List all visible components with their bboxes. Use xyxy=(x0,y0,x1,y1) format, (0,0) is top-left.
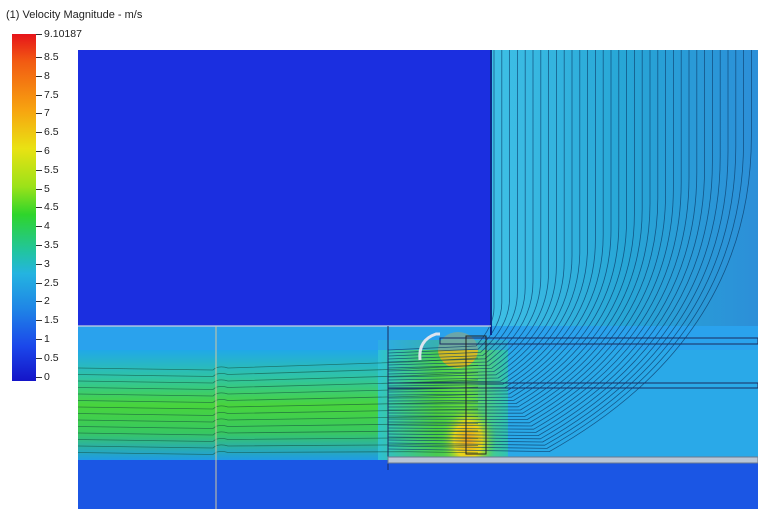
colorbar-tick-label: 0.5 xyxy=(44,352,59,364)
colorbar-max-label: 9.10187 xyxy=(44,28,82,40)
streamline xyxy=(387,50,682,424)
right-column-flow xyxy=(491,50,758,340)
velocity-field-plot xyxy=(78,50,758,509)
colorbar-tick-label: 4 xyxy=(44,220,50,232)
jet-streamline xyxy=(78,394,479,403)
streamline xyxy=(387,50,744,449)
colorbar-tick-label: 2 xyxy=(44,295,50,307)
colorbar-tick xyxy=(36,339,42,340)
streamline xyxy=(387,50,643,408)
jet-streamline xyxy=(78,386,479,397)
colorbar-tick xyxy=(36,57,42,58)
streamline xyxy=(387,50,503,354)
colorbar-tick-label: 2.5 xyxy=(44,277,59,289)
streamlines xyxy=(387,50,752,453)
stagnant-region xyxy=(78,50,491,326)
colorbar-gradient xyxy=(12,34,36,381)
jet-streamline xyxy=(78,357,479,371)
colorbar-tick xyxy=(36,76,42,77)
streamline xyxy=(387,50,627,402)
colorbar-tick xyxy=(36,245,42,246)
colorbar-tick-label: 5.5 xyxy=(44,164,59,176)
inner-pipe-top xyxy=(439,337,758,345)
streamline xyxy=(387,50,698,430)
streamline xyxy=(387,50,612,396)
streamline xyxy=(387,50,604,393)
jet-streamlines xyxy=(78,357,479,455)
colorbar-tick-label: 8 xyxy=(44,70,50,82)
colorbar-tick xyxy=(36,207,42,208)
colorbar-tick-label: 1.5 xyxy=(44,314,59,326)
grid-mesh-block xyxy=(465,335,487,455)
colorbar-tick-label: 3 xyxy=(44,258,50,270)
streamline xyxy=(387,50,549,372)
colorbar-tick xyxy=(36,358,42,359)
jet-streamline xyxy=(78,401,479,410)
streamline xyxy=(387,50,526,363)
streamline xyxy=(387,50,518,360)
colorbar-tick-label: 1 xyxy=(44,333,50,345)
jet-streamline xyxy=(78,437,479,442)
colorbar-tick xyxy=(36,151,42,152)
streamline xyxy=(387,50,635,405)
colorbar-tick xyxy=(36,34,42,35)
colorbar-tick-label: 0 xyxy=(44,371,50,383)
streamline xyxy=(387,50,666,417)
streamline xyxy=(387,50,729,443)
streamline xyxy=(387,50,557,375)
streamline xyxy=(387,50,581,384)
streamline xyxy=(387,50,620,399)
colorbar-tick-label: 3.5 xyxy=(44,239,59,251)
colorbar-tick-label: 7 xyxy=(44,107,50,119)
jet-streamline xyxy=(78,379,479,390)
colorbar-tick xyxy=(36,320,42,321)
colorbar-tick xyxy=(36,377,42,378)
streamline xyxy=(387,50,713,437)
streamline xyxy=(387,50,542,369)
colorbar-tick xyxy=(36,264,42,265)
colorbar-tick xyxy=(36,301,42,302)
streamline xyxy=(387,50,737,446)
colorbar-tick-label: 8.5 xyxy=(44,51,59,63)
inner-pipe-mid xyxy=(387,382,758,389)
streamline xyxy=(387,50,705,433)
streamline xyxy=(387,50,510,357)
streamline xyxy=(388,50,651,411)
streamline xyxy=(387,50,721,440)
jet-streamline xyxy=(78,423,479,429)
jet-streamline xyxy=(78,416,479,423)
plot-title: (1) Velocity Magnitude - m/s xyxy=(6,9,143,21)
streamline xyxy=(387,50,690,427)
streamline xyxy=(387,50,659,414)
jet-streamline xyxy=(78,364,479,377)
colorbar-tick-label: 5 xyxy=(44,183,50,195)
jet-streamline xyxy=(78,408,479,416)
colorbar-tick-label: 7.5 xyxy=(44,89,59,101)
colorbar-tick xyxy=(36,170,42,171)
streamline xyxy=(387,50,588,387)
colorbar-tick-label: 4.5 xyxy=(44,201,59,213)
streamline xyxy=(387,50,534,366)
colorbar-tick xyxy=(36,95,42,96)
lower-wall-region xyxy=(78,460,758,509)
colorbar-tick-label: 6 xyxy=(44,145,50,157)
streamline xyxy=(387,50,573,381)
simulation-viewport[interactable] xyxy=(78,50,758,509)
colorbar-tick xyxy=(36,189,42,190)
streamline xyxy=(387,50,674,421)
colorbar-tick-label: 6.5 xyxy=(44,126,59,138)
nozzle-lip xyxy=(418,332,440,361)
jet-streamline xyxy=(78,372,479,384)
streamline xyxy=(387,50,596,390)
colorbar-tick xyxy=(36,226,42,227)
jet-streamline xyxy=(78,450,479,455)
colorbar-tick xyxy=(36,283,42,284)
jet-streamline xyxy=(78,444,479,449)
colorbar-tick xyxy=(36,132,42,133)
streamline xyxy=(387,50,565,378)
streamline xyxy=(387,50,752,453)
colorbar-tick xyxy=(36,113,42,114)
inner-pipe-bottom xyxy=(387,456,758,464)
jet-streamline xyxy=(78,430,478,436)
